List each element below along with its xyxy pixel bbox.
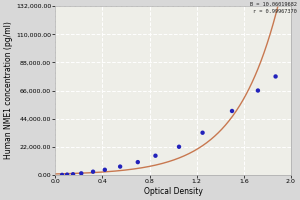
Point bbox=[230, 109, 234, 113]
Point bbox=[200, 131, 205, 134]
Point bbox=[118, 165, 122, 168]
Point bbox=[79, 172, 84, 175]
Point bbox=[294, 33, 299, 36]
Y-axis label: Human NME1 concentration (pg/ml): Human NME1 concentration (pg/ml) bbox=[4, 22, 13, 159]
Text: B = 10.06019682
r = 0.99967370: B = 10.06019682 r = 0.99967370 bbox=[250, 2, 297, 14]
Point bbox=[65, 173, 70, 176]
Point bbox=[91, 170, 95, 173]
Point bbox=[60, 173, 64, 176]
Point bbox=[70, 173, 75, 176]
Point bbox=[256, 89, 260, 92]
Point bbox=[102, 168, 107, 171]
X-axis label: Optical Density: Optical Density bbox=[144, 187, 202, 196]
Point bbox=[135, 161, 140, 164]
Point bbox=[273, 75, 278, 78]
Point bbox=[153, 154, 158, 157]
Point bbox=[177, 145, 182, 148]
